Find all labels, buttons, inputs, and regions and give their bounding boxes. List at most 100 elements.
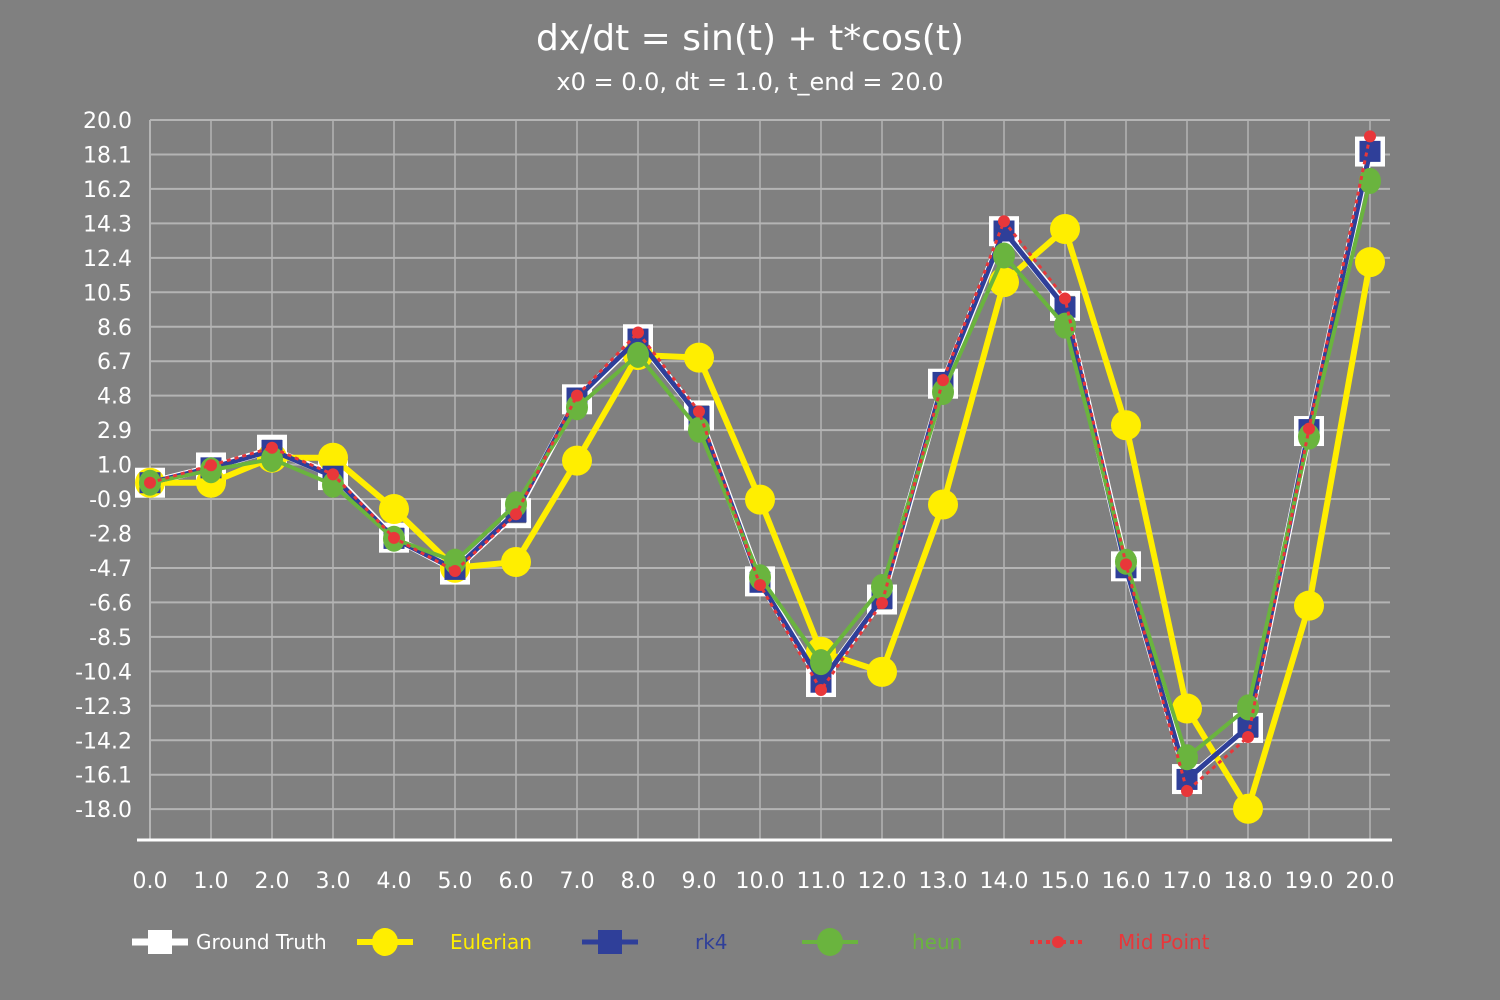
data-point	[937, 374, 949, 387]
legend-swatch-marker	[1052, 936, 1064, 948]
data-point	[745, 484, 775, 515]
data-point	[1237, 694, 1259, 721]
legend-swatch-marker	[817, 928, 843, 956]
data-point	[501, 546, 531, 577]
x-tick-label: 8.0	[621, 869, 656, 894]
data-point	[1181, 785, 1193, 798]
x-tick-label: 17.0	[1163, 869, 1212, 894]
y-tick-label: 2.9	[97, 419, 132, 444]
legend-swatch-marker	[148, 930, 172, 954]
x-tick-label: 0.0	[133, 869, 168, 894]
data-point	[562, 445, 592, 476]
series-layer	[135, 130, 1385, 824]
y-tick-label: -18.0	[75, 798, 132, 823]
y-axis-ticks: 20.0 18.1 16.2 14.3 12.4 10.5 8.6 6.7 4.8 2.9 1.0 -…	[75, 109, 132, 823]
x-axis-ticks: 0.0 1.0 2.0 3.0 4.0 5.0 6.0 7.0 8.0 9.0 10.0 11.0 12…	[133, 869, 1395, 894]
data-point	[566, 394, 588, 421]
data-point	[1176, 744, 1198, 771]
data-point	[1172, 693, 1202, 724]
data-point	[571, 389, 583, 402]
x-tick-label: 4.0	[377, 869, 412, 894]
x-tick-label: 3.0	[316, 869, 351, 894]
data-point	[1359, 140, 1381, 162]
data-point	[1303, 422, 1315, 435]
data-point	[1120, 558, 1132, 571]
x-tick-label: 10.0	[736, 869, 785, 894]
y-tick-label: 16.2	[83, 178, 132, 203]
legend-swatch-marker	[598, 930, 622, 954]
y-tick-label: -16.1	[75, 764, 132, 789]
data-point	[327, 468, 339, 481]
y-tick-label: 6.7	[97, 350, 132, 375]
legend-item: Ground Truth	[132, 930, 327, 954]
y-tick-label: -6.6	[89, 591, 132, 616]
x-tick-label: 15.0	[1041, 869, 1090, 894]
data-point	[993, 242, 1015, 269]
y-tick-label: 18.1	[83, 143, 132, 168]
y-tick-label: 12.4	[83, 247, 132, 272]
chart-title: dx/dt = sin(t) + t*cos(t)	[536, 18, 964, 59]
data-point	[815, 684, 827, 697]
data-point	[871, 574, 893, 601]
data-point	[1364, 130, 1376, 143]
legend-item: Mid Point	[1030, 930, 1210, 954]
y-tick-label: 8.6	[97, 316, 132, 341]
y-tick-label: -14.2	[75, 729, 132, 754]
data-point	[632, 326, 644, 339]
legend: Ground Truth Eulerian rk4 heun Mid Point	[132, 928, 1210, 956]
data-point	[144, 476, 156, 489]
data-point	[693, 405, 705, 418]
data-point	[688, 416, 710, 443]
y-tick-label: 20.0	[83, 109, 132, 134]
data-point	[1294, 590, 1324, 621]
x-tick-label: 20.0	[1346, 869, 1395, 894]
y-tick-label: 1.0	[97, 454, 132, 479]
x-tick-label: 13.0	[919, 869, 968, 894]
x-tick-label: 1.0	[194, 869, 229, 894]
data-point	[379, 494, 409, 525]
legend-label: Eulerian	[450, 930, 532, 954]
data-point	[1111, 410, 1141, 441]
series-mid-point	[144, 130, 1376, 798]
data-point	[449, 565, 461, 578]
x-tick-label: 5.0	[438, 869, 473, 894]
x-tick-label: 12.0	[858, 869, 907, 894]
y-tick-label: 14.3	[83, 212, 132, 237]
data-point	[998, 215, 1010, 228]
data-point	[388, 531, 400, 544]
data-point	[1355, 247, 1385, 278]
data-point	[1050, 213, 1080, 244]
data-point	[684, 342, 714, 373]
data-point	[1359, 167, 1381, 194]
x-tick-label: 11.0	[797, 869, 846, 894]
legend-label: heun	[912, 930, 962, 954]
data-point	[505, 491, 527, 518]
data-point	[261, 445, 283, 472]
data-point	[754, 579, 766, 592]
data-point	[318, 442, 348, 473]
x-tick-label: 2.0	[255, 869, 290, 894]
y-tick-label: -4.7	[89, 557, 132, 582]
legend-swatch-marker	[372, 928, 398, 956]
data-point	[928, 489, 958, 520]
data-point	[1242, 730, 1254, 743]
data-point	[867, 656, 897, 687]
chart-subtitle: x0 = 0.0, dt = 1.0, t_end = 20.0	[556, 68, 943, 96]
y-tick-label: -0.9	[89, 488, 132, 513]
data-point	[876, 596, 888, 609]
y-tick-label: 4.8	[97, 385, 132, 410]
data-point	[266, 441, 278, 454]
data-point	[1054, 312, 1076, 339]
legend-item: heun	[802, 928, 962, 956]
y-tick-label: -12.3	[75, 695, 132, 720]
y-tick-label: 10.5	[83, 281, 132, 306]
x-tick-label: 7.0	[560, 869, 595, 894]
y-tick-label: -10.4	[75, 660, 132, 685]
data-point	[205, 459, 217, 472]
x-tick-label: 16.0	[1102, 869, 1151, 894]
legend-label: Mid Point	[1118, 930, 1210, 954]
x-tick-label: 6.0	[499, 869, 534, 894]
legend-label: Ground Truth	[196, 930, 327, 954]
